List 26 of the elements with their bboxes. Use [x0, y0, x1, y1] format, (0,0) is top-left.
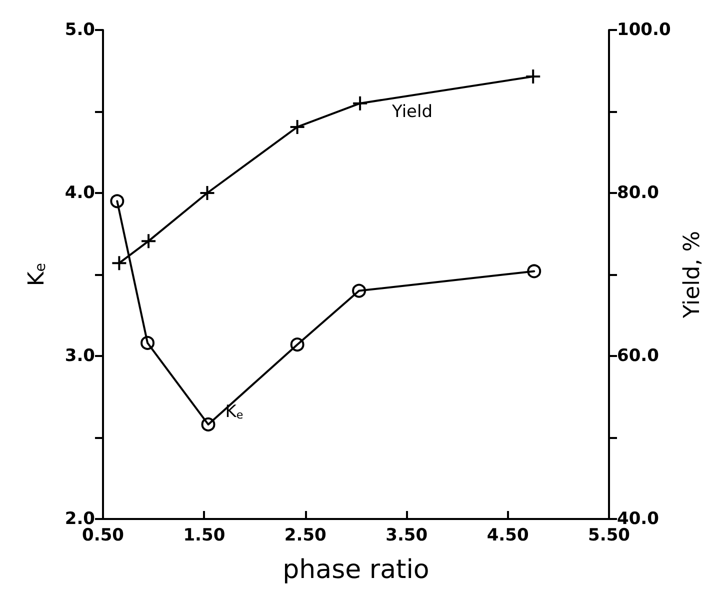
x-tick-label: 4.50 — [486, 526, 529, 546]
x-tick-label: 3.50 — [386, 526, 428, 546]
point — [525, 68, 542, 84]
point — [289, 118, 306, 135]
x-tick-label: 1.50 — [183, 526, 226, 546]
y2-tick-label: 100.0 — [617, 20, 671, 40]
point — [201, 417, 216, 432]
y-axis-title: Ke — [24, 262, 50, 286]
y2-tick-label: 80.0 — [617, 183, 660, 203]
y-tick-label: 3.0 — [64, 346, 96, 366]
point — [352, 95, 368, 112]
point — [199, 185, 216, 201]
y2-axis-title: Yield, % — [680, 230, 706, 320]
x-axis-title: phase ratio — [282, 555, 430, 585]
series-label: Yield — [391, 102, 433, 122]
x-tick-label: 2.50 — [284, 526, 327, 546]
point — [110, 194, 124, 208]
y-tick-label: 5.0 — [64, 20, 96, 40]
point — [527, 264, 542, 278]
point — [352, 284, 366, 298]
point — [140, 233, 157, 250]
y-tick-label: 4.0 — [64, 183, 96, 203]
y2-tick-label: 60.0 — [617, 346, 660, 366]
point — [111, 255, 128, 272]
point — [290, 338, 304, 352]
point — [140, 336, 155, 350]
